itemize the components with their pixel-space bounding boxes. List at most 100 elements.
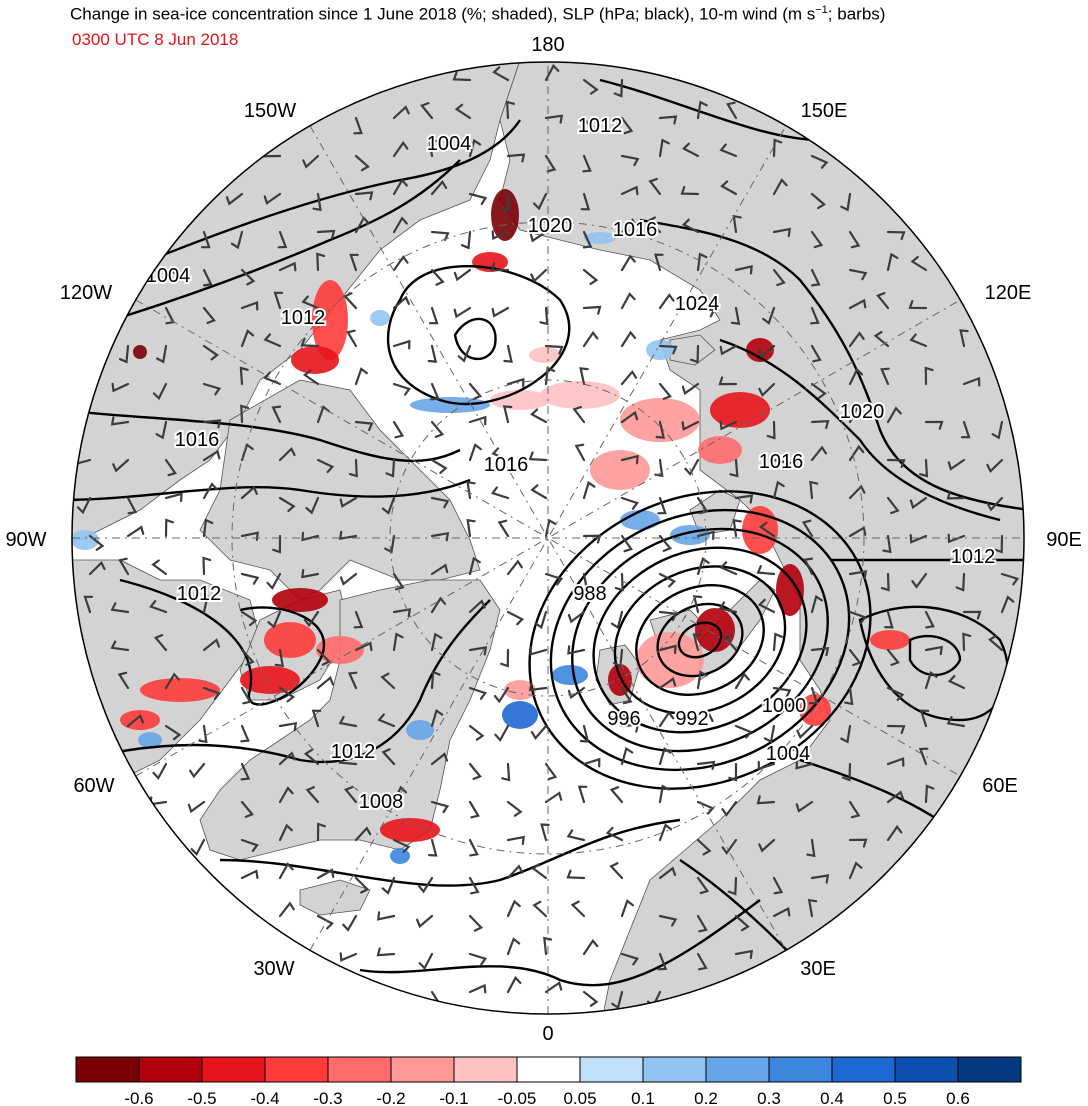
- colorbar-tick-label: -0.3: [313, 1089, 342, 1106]
- wind-barb: [490, 486, 510, 500]
- wind-barb: [316, 868, 335, 880]
- wind-barb: [316, 648, 331, 666]
- shade-blob: [695, 608, 735, 652]
- wind-barb: [468, 382, 483, 400]
- wind-barb: [544, 518, 557, 538]
- wind-barb: [430, 708, 444, 728]
- colorbar-tick-label: -0.4: [250, 1089, 279, 1106]
- colorbar-swatch: [264, 1056, 329, 1083]
- longitude-label-60e: 60E: [982, 775, 1018, 797]
- wind-barb: [430, 531, 450, 542]
- shade-blob: [552, 665, 588, 685]
- slp-isobar: [635, 584, 765, 696]
- wind-barb: [795, 800, 814, 813]
- wind-barb: [620, 218, 638, 234]
- wind-barb: [582, 78, 599, 95]
- wind-barb: [726, 101, 738, 120]
- wind-barb: [457, 344, 472, 363]
- wind-barb: [392, 420, 405, 439]
- wind-barb: [880, 572, 890, 592]
- wind-barb: [772, 458, 792, 471]
- wind-barb: [886, 458, 906, 468]
- wind-barb: [468, 138, 482, 158]
- wind-barb: [848, 570, 868, 580]
- wind-barb: [376, 947, 396, 957]
- wind-barb: [848, 648, 862, 667]
- wind-barb: [810, 306, 820, 325]
- slp-isobar: [72, 408, 461, 463]
- meridian-line: [135, 299, 961, 777]
- wind-barb: [240, 485, 258, 500]
- wind-barb: [468, 443, 482, 462]
- wind-barb: [153, 634, 168, 652]
- wind-barb: [416, 914, 434, 929]
- wind-barb: [240, 724, 250, 743]
- wind-barb: [501, 762, 511, 782]
- wind-barb: [803, 557, 814, 576]
- wind-barb: [347, 671, 358, 690]
- wind-barb: [946, 490, 966, 500]
- slp-isobar: [656, 602, 744, 678]
- wind-barb: [506, 937, 521, 956]
- wind-barb: [696, 252, 708, 272]
- wind-barb: [886, 406, 902, 424]
- wind-barb: [810, 344, 822, 363]
- wind-barb: [468, 599, 486, 614]
- wind-barb: [580, 192, 591, 211]
- wind-barb: [430, 458, 448, 474]
- shade-blob: [240, 666, 300, 694]
- colorbar-tick-label: -0.05: [498, 1089, 537, 1106]
- wind-barb: [886, 790, 905, 804]
- wind-barb: [807, 898, 818, 918]
- wind-barb: [311, 709, 322, 728]
- wind-barb: [430, 382, 440, 401]
- wind-barb: [530, 724, 548, 740]
- slp-isobar: [719, 338, 1001, 522]
- wind-barb: [692, 595, 703, 614]
- wind-barb: [316, 405, 330, 424]
- wind-barb: [117, 671, 130, 690]
- wind-barb: [988, 634, 1004, 652]
- wind-barb: [620, 410, 639, 424]
- colorbar-swatch: [390, 1056, 455, 1083]
- shade-blob: [390, 848, 410, 864]
- land-greenland: [199, 579, 501, 861]
- wind-barb: [723, 634, 738, 652]
- wind-barb: [126, 525, 145, 538]
- wind-barb: [657, 496, 667, 515]
- wind-barb: [500, 648, 510, 668]
- shade-blob: [370, 310, 390, 326]
- shade-blob: [799, 694, 831, 726]
- wind-barb: [696, 306, 716, 318]
- colorbar-swatch: [705, 1056, 770, 1083]
- slp-isobar: [72, 478, 471, 502]
- wind-barb: [468, 983, 487, 994]
- wind-barb: [924, 670, 938, 690]
- wind-barb: [696, 496, 709, 515]
- wind-barb: [151, 559, 168, 576]
- shade-blob: [490, 390, 550, 410]
- wind-barb: [272, 534, 282, 554]
- wind-barb: [696, 712, 714, 728]
- wind-barb: [772, 906, 791, 918]
- wind-barb: [620, 496, 639, 510]
- wind-barb: [658, 344, 678, 355]
- slp-label: 1020: [528, 215, 573, 237]
- wind-barb: [566, 869, 586, 880]
- wind-barb: [452, 71, 472, 82]
- slp-label: 1004: [427, 133, 472, 155]
- meridian-line: [309, 125, 787, 951]
- slp-isobar: [613, 565, 787, 715]
- wind-barb: [278, 496, 296, 512]
- wind-barb: [772, 632, 783, 652]
- wind-barb: [342, 914, 358, 932]
- wind-barb: [658, 746, 672, 766]
- wind-barb: [721, 838, 738, 855]
- wind-barb: [909, 496, 928, 510]
- wind-barb: [654, 253, 664, 272]
- wind-barb: [500, 192, 510, 212]
- wind-barb: [582, 154, 592, 173]
- slp-isobar: [639, 218, 1024, 512]
- colorbar-swatch: [957, 1056, 1022, 1083]
- wind-barb: [110, 602, 130, 614]
